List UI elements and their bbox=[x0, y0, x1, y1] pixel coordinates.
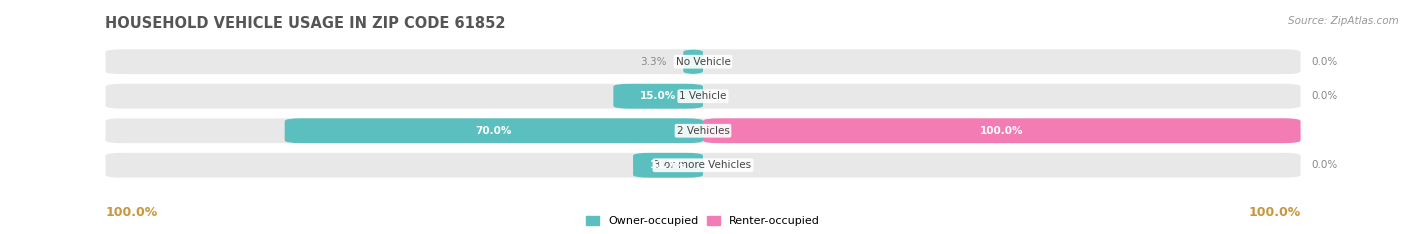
Text: 100.0%: 100.0% bbox=[105, 206, 157, 219]
FancyBboxPatch shape bbox=[105, 84, 1301, 109]
FancyBboxPatch shape bbox=[703, 118, 1301, 143]
Text: 100.0%: 100.0% bbox=[1249, 206, 1301, 219]
FancyBboxPatch shape bbox=[105, 118, 1301, 143]
Text: 100.0%: 100.0% bbox=[980, 126, 1024, 136]
Text: 11.7%: 11.7% bbox=[650, 160, 686, 170]
Text: 0.0%: 0.0% bbox=[1312, 91, 1339, 101]
Text: 70.0%: 70.0% bbox=[475, 126, 512, 136]
Text: 0.0%: 0.0% bbox=[1312, 160, 1339, 170]
Text: 1 Vehicle: 1 Vehicle bbox=[679, 91, 727, 101]
Legend: Owner-occupied, Renter-occupied: Owner-occupied, Renter-occupied bbox=[586, 216, 820, 226]
FancyBboxPatch shape bbox=[633, 153, 703, 178]
Text: Source: ZipAtlas.com: Source: ZipAtlas.com bbox=[1288, 16, 1399, 26]
Text: 0.0%: 0.0% bbox=[1312, 57, 1339, 67]
FancyBboxPatch shape bbox=[613, 84, 703, 109]
Text: 15.0%: 15.0% bbox=[640, 91, 676, 101]
FancyBboxPatch shape bbox=[683, 49, 703, 74]
FancyBboxPatch shape bbox=[105, 153, 1301, 178]
Text: HOUSEHOLD VEHICLE USAGE IN ZIP CODE 61852: HOUSEHOLD VEHICLE USAGE IN ZIP CODE 6185… bbox=[105, 16, 506, 31]
FancyBboxPatch shape bbox=[285, 118, 703, 143]
Text: 3.3%: 3.3% bbox=[640, 57, 666, 67]
FancyBboxPatch shape bbox=[105, 49, 1301, 74]
Text: 2 Vehicles: 2 Vehicles bbox=[676, 126, 730, 136]
Text: No Vehicle: No Vehicle bbox=[675, 57, 731, 67]
Text: 3 or more Vehicles: 3 or more Vehicles bbox=[654, 160, 752, 170]
